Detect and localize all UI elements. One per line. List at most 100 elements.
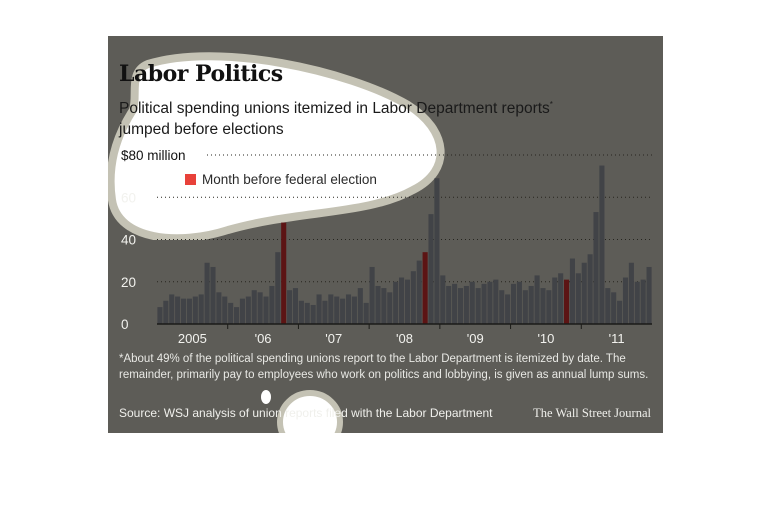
bar <box>516 281 522 324</box>
y-tick-label: $80 million <box>121 148 186 163</box>
bar <box>446 285 452 324</box>
subtitle-line2: jumped before elections <box>119 121 284 139</box>
bar <box>611 292 617 324</box>
bar <box>204 262 210 324</box>
bar <box>575 273 581 324</box>
election-bar <box>422 252 428 324</box>
bar <box>428 214 434 324</box>
bar <box>534 275 540 324</box>
bar <box>399 277 405 324</box>
bar <box>581 262 587 324</box>
source-line: Source: WSJ analysis of union reports fi… <box>119 406 493 420</box>
bar <box>175 296 181 324</box>
bar <box>469 281 475 324</box>
bar <box>375 285 381 324</box>
bar <box>287 290 293 324</box>
bar <box>292 288 299 324</box>
bar <box>546 290 552 324</box>
bar <box>216 292 222 324</box>
bar <box>393 281 399 324</box>
legend-swatch <box>185 174 196 185</box>
bar <box>593 212 599 324</box>
bar <box>381 288 387 324</box>
y-tick-label: 40 <box>121 233 136 248</box>
x-tick-label: '06 <box>255 331 272 346</box>
bar <box>363 302 369 324</box>
bar <box>239 298 245 324</box>
bar <box>340 298 346 324</box>
bar <box>192 296 198 324</box>
chart-subtitle: Political spending unions itemized in La… <box>119 94 619 140</box>
bar <box>316 294 322 324</box>
election-bar <box>564 279 570 324</box>
y-tick-label: 20 <box>121 275 136 290</box>
legend-label: Month before federal election <box>202 172 377 187</box>
bar <box>528 285 534 324</box>
bar <box>487 281 493 324</box>
x-tick-label: '08 <box>396 331 413 346</box>
bar <box>157 307 163 324</box>
bar <box>357 288 363 324</box>
bar <box>622 277 629 324</box>
bar <box>493 279 499 324</box>
bar <box>510 283 517 324</box>
bar <box>310 304 316 324</box>
chart-title: Labor Politics <box>119 61 283 87</box>
bar <box>505 294 511 324</box>
bar <box>552 277 558 324</box>
bar <box>322 300 328 324</box>
bar <box>210 266 216 324</box>
bar <box>334 296 340 324</box>
bar <box>251 290 257 324</box>
bar <box>463 285 469 324</box>
bar <box>304 302 310 324</box>
bar <box>269 285 275 324</box>
bar <box>410 271 416 324</box>
bar <box>345 294 352 324</box>
highlight-blob <box>108 52 445 240</box>
bar <box>440 275 446 324</box>
bar <box>569 258 575 324</box>
bar <box>169 294 175 324</box>
x-tick-label: '11 <box>609 331 625 346</box>
bar <box>416 260 422 324</box>
bar <box>234 307 240 324</box>
bar <box>646 266 652 324</box>
bar <box>198 294 204 324</box>
bar <box>634 281 640 324</box>
bar <box>263 296 269 324</box>
bar <box>481 283 487 324</box>
highlight-blob-small <box>261 390 343 433</box>
bar <box>404 279 410 324</box>
bar <box>245 296 251 324</box>
bar <box>587 254 593 324</box>
bar <box>628 262 634 324</box>
bar <box>605 288 611 324</box>
y-tick-label: 60 <box>121 190 136 205</box>
bar <box>434 178 440 324</box>
bar <box>540 288 546 324</box>
bar <box>387 292 393 324</box>
bar <box>522 290 528 324</box>
x-tick-label: '09 <box>467 331 484 346</box>
bar <box>617 300 623 324</box>
bar <box>163 300 169 324</box>
footnote: *About 49% of the political spending uni… <box>119 353 649 381</box>
bar <box>351 296 357 324</box>
y-tick-label: 0 <box>121 317 129 332</box>
bar <box>369 266 375 324</box>
bar <box>257 292 263 324</box>
bar <box>275 252 281 324</box>
bar <box>298 300 304 324</box>
x-tick-label: '07 <box>325 331 342 346</box>
x-tick-label: 2005 <box>178 331 207 346</box>
bar <box>180 298 187 324</box>
bar <box>499 290 505 324</box>
bar <box>640 279 646 324</box>
bar <box>558 273 564 324</box>
subtitle-line1: Political spending unions itemized in La… <box>119 100 550 118</box>
bar <box>475 288 481 324</box>
bar <box>186 298 192 324</box>
bar <box>457 288 464 324</box>
bar <box>599 165 605 324</box>
